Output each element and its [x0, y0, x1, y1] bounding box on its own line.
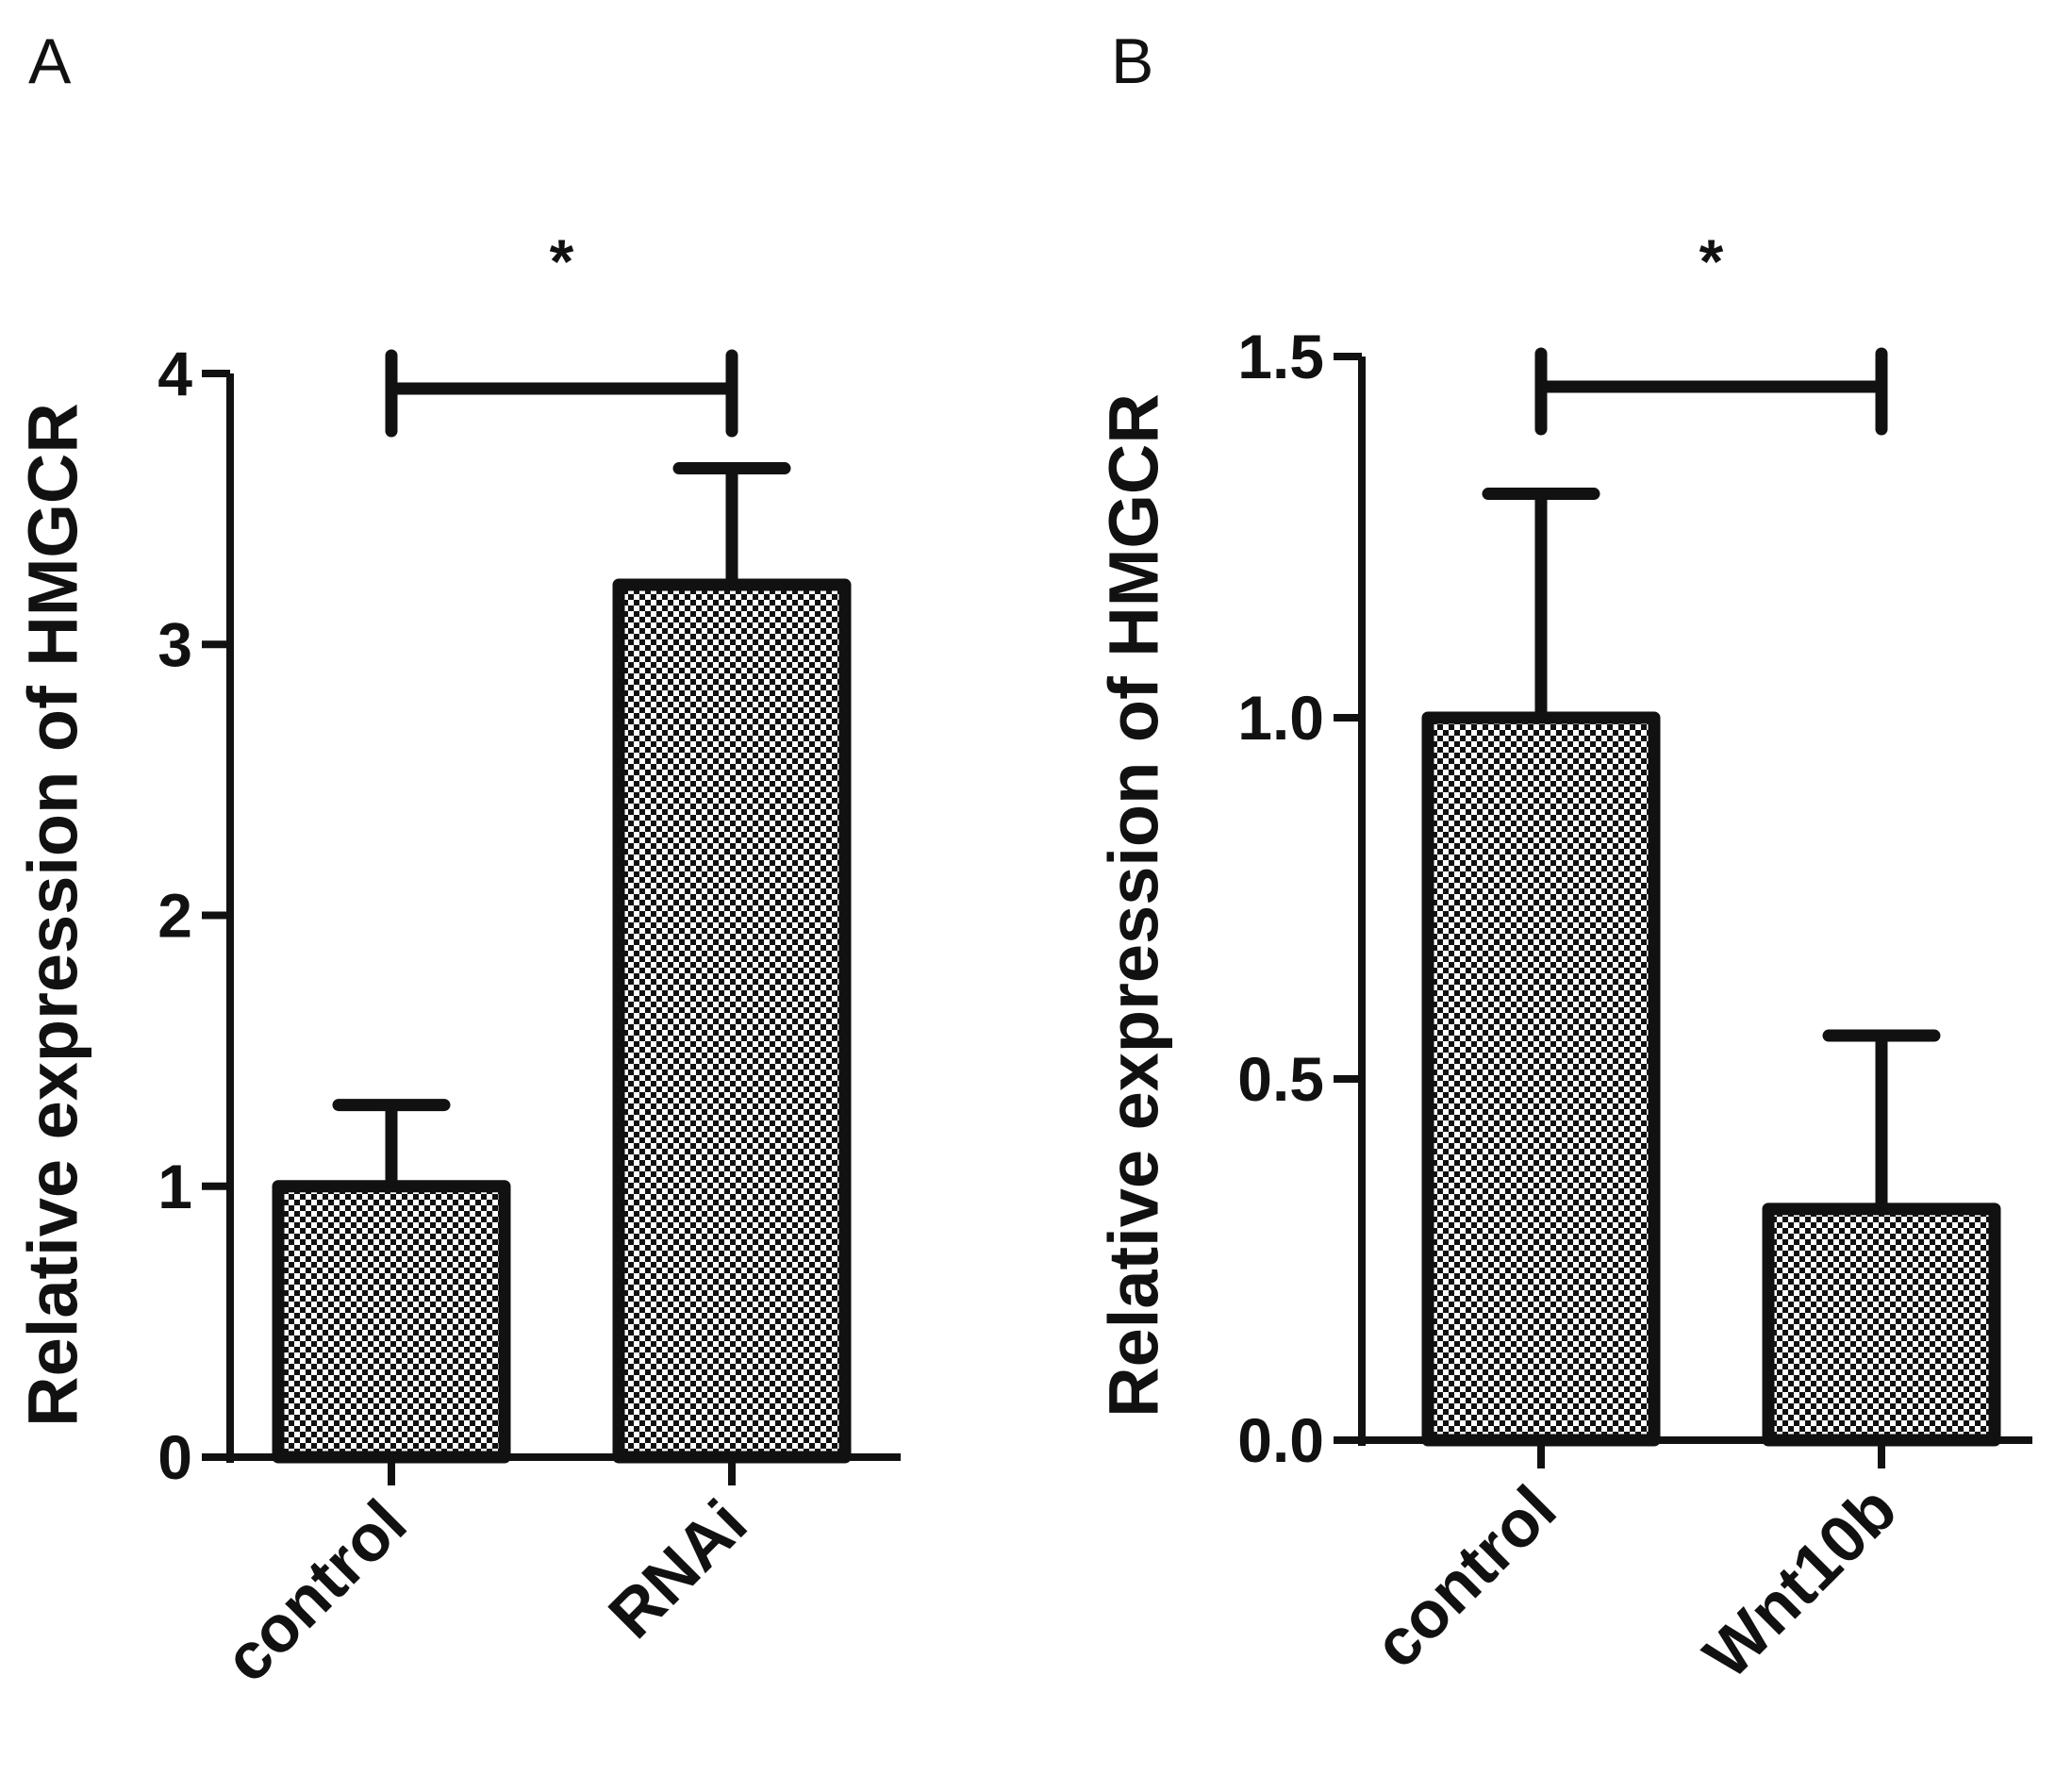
panel-b-y-axis-title: Relative expression of HMGCR [1095, 393, 1173, 1418]
panel-a: A Relative expression of HMGCR 0 1 2 3 4 contro… [14, 25, 901, 1696]
panel-b-bar-control [1421, 711, 1661, 1447]
panel-a-category-label-rnai: RNAi [594, 1485, 760, 1651]
panel-b-category-label-control: control [1360, 1471, 1570, 1682]
panel-b-significance-label: * [1699, 226, 1724, 296]
panel-a-y-axis-title: Relative expression of HMGCR [14, 403, 92, 1427]
panel-a-y-tick-label-1: 1 [157, 1152, 192, 1221]
panel-a-category-label-control: control [210, 1485, 421, 1696]
panel-b-y-tick-label-1: 0.5 [1237, 1044, 1324, 1114]
panel-a-y-tick-label-4: 4 [157, 339, 192, 408]
panel-b-category-label-wnt10b: Wnt10b [1690, 1471, 1911, 1692]
panel-b-y-tick-label-3: 1.5 [1237, 322, 1324, 391]
panel-a-bar-rnai [612, 578, 852, 1464]
panel-a-y-tick-label-2: 2 [157, 881, 192, 951]
panel-a-label: A [28, 25, 72, 97]
panel-a-significance-label: * [550, 226, 574, 296]
panel-b-label: B [1111, 25, 1153, 97]
panel-a-y-tick-label-3: 3 [157, 609, 192, 679]
panel-b: B Relative expression of HMGCR 0.0 0.5 1.0 1.… [1095, 25, 2032, 1692]
panel-b-y-tick-label-0: 0.0 [1237, 1405, 1324, 1475]
panel-b-y-tick-label-2: 1.0 [1237, 683, 1324, 753]
panel-a-y-tick-label-0: 0 [157, 1422, 192, 1492]
panel-a-bar-control [272, 1180, 511, 1464]
panel-b-bar-wnt10b [1762, 1203, 2001, 1447]
